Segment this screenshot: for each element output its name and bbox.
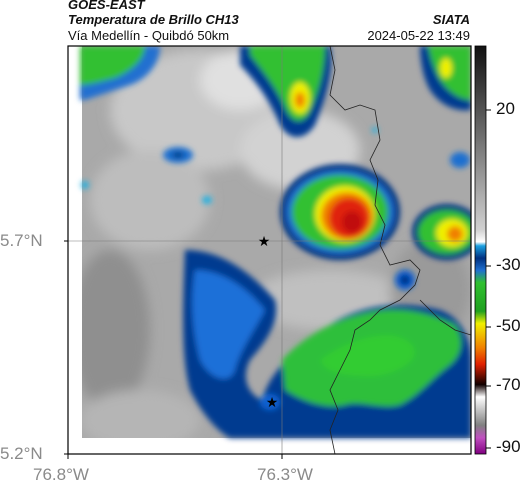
- colorbar-ticks: [486, 109, 491, 449]
- border-line: [329, 46, 421, 454]
- colorbar-label-minus-70: -70: [496, 375, 521, 394]
- city-star-marker: ★: [258, 234, 271, 250]
- city-star-marker-2: ★: [266, 395, 279, 411]
- route-subtitle: Vía Medellín - Quibdó 50km: [68, 28, 230, 43]
- satellite-name: GOES-EAST: [68, 0, 145, 12]
- colorbar-label-minus-30: -30: [496, 255, 521, 274]
- organization-label: SIATA: [432, 12, 470, 27]
- colorbar-label-20: 20: [496, 99, 515, 118]
- timestamp-label: 2024-05-22 13:49: [367, 28, 470, 43]
- map-image-area: ★ ★: [68, 46, 471, 454]
- colorbar: [474, 45, 487, 455]
- colorbar-label-minus-90: -90: [496, 437, 521, 456]
- product-title: Temperatura de Brillo CH13: [68, 12, 239, 27]
- lat-label-5-7: 5.7°N: [0, 231, 43, 250]
- lat-label-5-2: 5.2°N: [0, 444, 43, 463]
- lon-label-76-3: 76.3°W: [257, 465, 313, 484]
- colorbar-label-minus-50: -50: [496, 316, 521, 335]
- map-frame: [67, 45, 472, 455]
- lon-label-76-8: 76.8°W: [33, 465, 89, 484]
